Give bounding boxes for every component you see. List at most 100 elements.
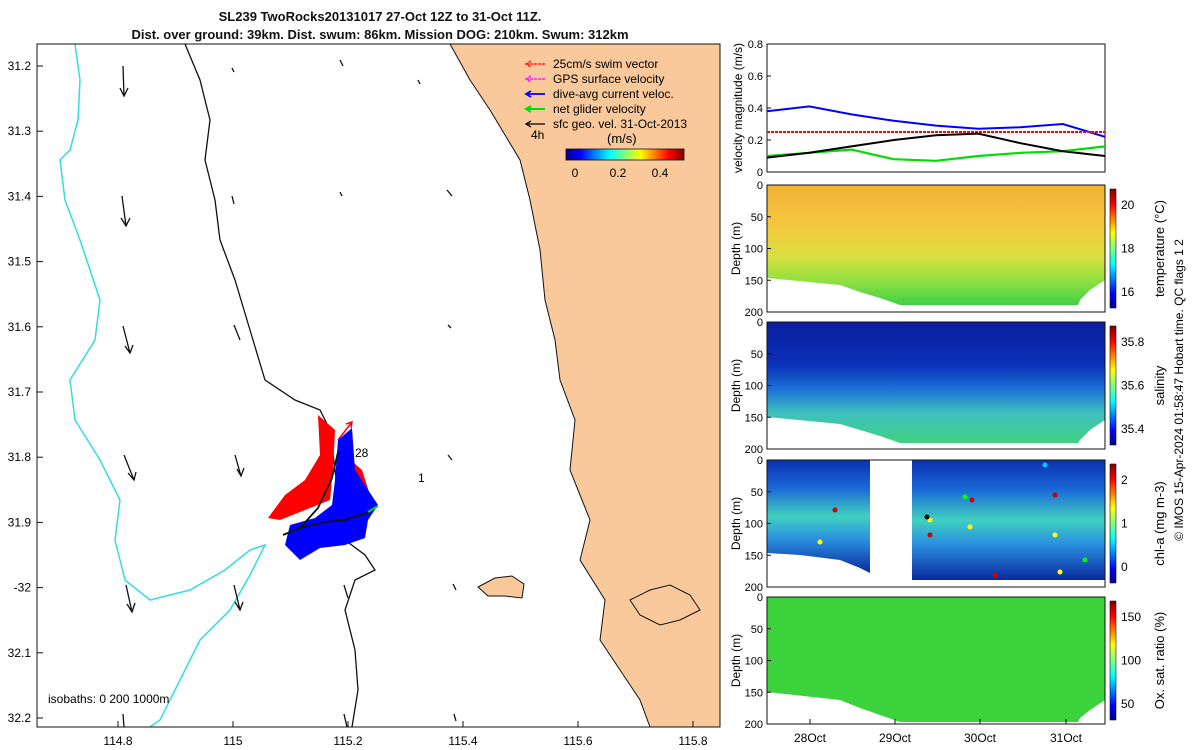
colorbar-tick-label: 2 xyxy=(1121,473,1128,487)
temperature-section xyxy=(767,185,1105,305)
figure-title: SL239 TwoRocks20131017 27-Oct 12Z to 31-… xyxy=(218,9,542,24)
velocity-series-line xyxy=(766,132,1106,159)
map-panel: 28 1 25cm/s swim vector GPS surface velo… xyxy=(8,43,721,748)
depth-tick-label: 50 xyxy=(751,212,763,224)
time-label: 4h xyxy=(531,128,544,142)
colorbar-tick-label: 35.6 xyxy=(1121,379,1145,393)
velocity-ylabel: velocity magnitude (m/s) xyxy=(731,43,745,173)
depth-tick-label: 0 xyxy=(757,592,763,604)
velocity-y-tick-label: 0.2 xyxy=(748,135,763,147)
colorbar-tick-label: 16 xyxy=(1121,285,1135,299)
depth-tick-label: 0 xyxy=(757,317,763,329)
depth-tick-label: 50 xyxy=(751,487,763,499)
map-x-tick-label: 115 xyxy=(223,734,242,748)
depth-tick-label: 200 xyxy=(745,307,763,319)
map-y-ticks: 31.2 31.3 31.4 31.5 31.6 31.7 31.8 31.9 -32 32.1 3… xyxy=(8,59,43,725)
chla-section xyxy=(767,460,1105,580)
section-colorbar xyxy=(1109,463,1117,584)
current-arrows xyxy=(119,59,457,727)
velocity-y-ticks: 0 0.2 0.4 0.6 0.8 xyxy=(748,39,771,179)
map-colorbar xyxy=(565,148,685,161)
map-y-tick-label: 31.6 xyxy=(8,320,32,334)
depth-tick-label: 100 xyxy=(745,244,763,256)
section-colorbar xyxy=(1109,188,1117,309)
depth-tick-label: 200 xyxy=(745,719,763,731)
velocity-series-line xyxy=(766,105,1106,138)
velocity-y-tick-label: 0.4 xyxy=(748,103,763,115)
net-glider-velocity-arrow xyxy=(367,505,379,513)
map-x-tick-label: 115.2 xyxy=(333,734,362,748)
figure-subtitle: Dist. over ground: 39km. Dist. swum: 86k… xyxy=(131,27,629,42)
section-colorbar-label: salinity xyxy=(1152,365,1167,405)
legend-dive-avg-current: dive-avg current veloc. xyxy=(553,87,674,101)
colorbar-tick: 0.2 xyxy=(610,166,627,180)
salinity-field xyxy=(767,322,1105,443)
map-y-tick-label: 31.4 xyxy=(8,189,32,203)
colorbar-tick-label: 35.8 xyxy=(1121,335,1145,349)
map-annotation-1: 1 xyxy=(418,471,425,485)
map-x-tick-label: 115.6 xyxy=(563,734,592,748)
legend-swim-vector: 25cm/s swim vector xyxy=(553,57,658,71)
colorbar-tick-label: 100 xyxy=(1121,654,1141,668)
map-x-ticks: 114.8 115 115.2 115.4 115.6 115.8 xyxy=(103,721,708,748)
isobaths-label: isobaths: 0 200 1000m xyxy=(48,692,169,706)
colorbar-tick-label: 1 xyxy=(1121,517,1128,531)
isobath-200-line xyxy=(184,44,376,727)
isobath-1000-line xyxy=(59,44,267,727)
colorbar-tick-label: 50 xyxy=(1121,697,1135,711)
glider-track xyxy=(282,451,371,536)
depth-tick-label: 150 xyxy=(745,412,763,424)
velocity-y-tick-label: 0.6 xyxy=(748,71,763,83)
depth-tick-label: 50 xyxy=(751,349,763,361)
depth-tick-label: 50 xyxy=(751,624,763,636)
colorbar-tick-label: 20 xyxy=(1121,198,1135,212)
section-ylabel: Depth (m) xyxy=(729,222,743,275)
map-x-tick-label: 115.4 xyxy=(448,734,477,748)
velocity-series-line xyxy=(766,145,1106,162)
colorbar-tick-label: 18 xyxy=(1121,242,1135,256)
depth-tick-label: 0 xyxy=(757,455,763,467)
section-colorbar-label: chl-a (mg m-3) xyxy=(1152,481,1167,566)
colorbar-tick-label: 35.4 xyxy=(1121,422,1145,436)
map-y-tick-label: -32 xyxy=(14,581,32,595)
section-colorbar-label: Ox. sat. ratio (%) xyxy=(1152,612,1167,710)
time-tick-label: 29Oct xyxy=(879,731,912,745)
colorbar-tick-label: 150 xyxy=(1121,610,1141,624)
depth-tick-label: 200 xyxy=(745,582,763,594)
land-area xyxy=(449,44,720,727)
chla-field-right xyxy=(912,460,1105,580)
section-ylabel: Depth (m) xyxy=(729,497,743,550)
map-y-tick-label: 31.2 xyxy=(8,59,32,73)
section-colorbar xyxy=(1109,600,1117,721)
map-y-tick-label: 31.3 xyxy=(8,124,32,138)
map-y-tick-label: 32.2 xyxy=(8,711,32,725)
temperature-field xyxy=(767,185,1105,305)
time-axis: 28Oct 29Oct 30Oct 31Oct xyxy=(794,719,1083,745)
imos-credit: © IMOS 15-Apr-2024 01:58:47 Hobart time.… xyxy=(1172,239,1186,541)
oxygen-field xyxy=(767,597,1105,722)
map-y-tick-label: 31.9 xyxy=(8,515,32,529)
map-y-tick-label: 31.7 xyxy=(8,385,32,399)
depth-tick-label: 0 xyxy=(757,180,763,192)
chla-bottle-samples xyxy=(817,462,1088,578)
depth-tick-label: 100 xyxy=(745,381,763,393)
colorbar-title: (m/s) xyxy=(607,131,637,146)
colorbar-tick: 0 xyxy=(572,166,579,180)
salinity-section xyxy=(767,322,1105,443)
time-tick-label: 31Oct xyxy=(1050,731,1083,745)
depth-tick-label: 100 xyxy=(745,656,763,668)
colorbar-tick-label: 0 xyxy=(1121,560,1128,574)
section-ylabel: Depth (m) xyxy=(729,634,743,687)
section-colorbar xyxy=(1109,325,1117,446)
velocity-panel: 0 0.2 0.4 0.6 0.8 velocity magnitude (m/s) xyxy=(731,39,1106,179)
velocity-series xyxy=(766,105,1106,162)
legend-gps-velocity: GPS surface velocity xyxy=(553,72,664,86)
map-annotation-28: 28 xyxy=(355,446,369,460)
map-y-tick-label: 31.8 xyxy=(8,450,32,464)
map-y-tick-label: 32.1 xyxy=(8,646,32,660)
section-ylabel: Depth (m) xyxy=(729,359,743,412)
island xyxy=(477,575,525,599)
depth-tick-label: 150 xyxy=(745,687,763,699)
